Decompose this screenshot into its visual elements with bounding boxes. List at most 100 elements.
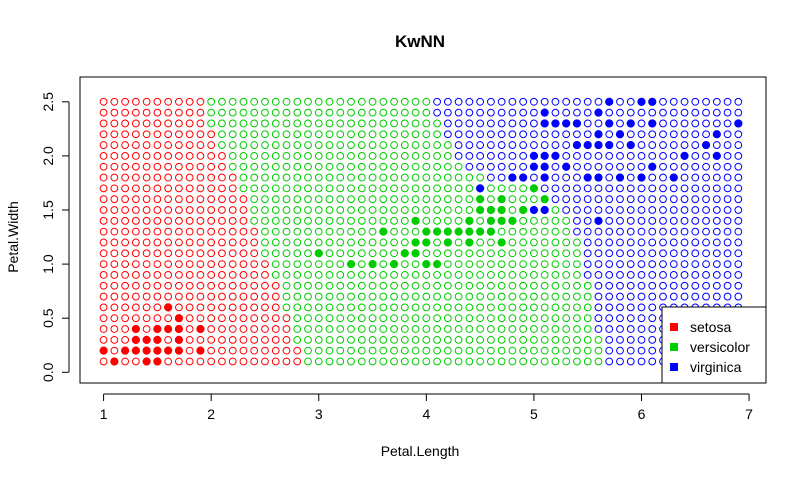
grid-point (99, 97, 108, 106)
grid-point (357, 195, 366, 204)
legend-label-setosa: setosa (690, 319, 731, 335)
grid-point (390, 195, 398, 204)
grid-point (175, 195, 183, 204)
grid-point (616, 335, 624, 344)
data-point-versicolor (529, 184, 539, 193)
grid-point (261, 357, 269, 366)
grid-point (121, 162, 130, 171)
grid-point (433, 97, 442, 106)
grid-point (411, 281, 420, 290)
grid-point (454, 281, 463, 290)
grid-point (519, 281, 528, 290)
grid-point (110, 325, 119, 333)
grid-point (304, 335, 312, 344)
grid-point (540, 357, 549, 366)
grid-point (185, 97, 194, 106)
grid-point (551, 346, 560, 355)
grid-point (691, 184, 700, 193)
grid-point (379, 249, 388, 258)
grid-point (465, 184, 474, 193)
grid-point (530, 357, 538, 366)
grid-point (131, 195, 140, 204)
grid-point (702, 227, 710, 236)
grid-point (573, 292, 581, 301)
grid-point (390, 184, 398, 193)
grid-point (594, 292, 603, 301)
grid-point (616, 119, 624, 128)
grid-point (368, 346, 377, 355)
grid-point (734, 260, 743, 269)
grid-point (131, 357, 140, 366)
grid-point (357, 108, 366, 117)
grid-point (379, 216, 388, 225)
grid-point (121, 325, 130, 333)
grid-point (712, 216, 721, 225)
grid-point (239, 119, 248, 128)
grid-point (164, 184, 173, 193)
grid-point (207, 281, 216, 290)
grid-point (228, 152, 237, 160)
grid-point (573, 206, 581, 214)
grid-point (411, 162, 420, 171)
grid-point (314, 325, 323, 333)
grid-point (648, 173, 657, 182)
grid-point (293, 314, 302, 323)
grid-point (465, 357, 474, 366)
grid-point (368, 141, 377, 149)
grid-point (411, 303, 420, 312)
grid-point (314, 335, 323, 344)
grid-point (734, 292, 743, 301)
grid-point (551, 195, 560, 204)
grid-point (433, 195, 442, 204)
grid-point (476, 173, 485, 182)
x-tick-label: 4 (422, 406, 430, 422)
grid-point (519, 238, 528, 247)
grid-point (454, 141, 463, 149)
grid-point (357, 325, 366, 333)
grid-point (261, 184, 269, 193)
grid-point (336, 184, 345, 193)
data-point-virginica (529, 151, 539, 160)
grid-point (723, 152, 732, 160)
grid-point (562, 238, 571, 247)
grid-point (562, 216, 571, 225)
grid-point (218, 195, 226, 204)
grid-point (357, 357, 366, 366)
grid-point (357, 303, 366, 312)
grid-point (616, 292, 624, 301)
grid-point (465, 303, 474, 312)
grid-point (185, 303, 194, 312)
grid-point (153, 173, 162, 182)
grid-point (207, 325, 216, 333)
grid-point (110, 335, 119, 344)
grid-point (175, 303, 183, 312)
grid-point (530, 173, 538, 182)
grid-point (110, 108, 119, 117)
grid-point (433, 173, 442, 182)
grid-point (551, 249, 560, 258)
grid-point (293, 152, 302, 160)
grid-point (185, 292, 194, 301)
grid-point (239, 227, 248, 236)
grid-point (175, 97, 183, 106)
grid-point (659, 119, 667, 128)
grid-point (530, 108, 538, 117)
grid-point (680, 184, 689, 193)
data-point-virginica (637, 97, 646, 106)
grid-point (121, 292, 130, 301)
grid-point (304, 238, 312, 247)
data-point-versicolor (454, 227, 463, 236)
grid-point (228, 130, 237, 139)
grid-point (712, 206, 721, 214)
grid-point (314, 303, 323, 312)
grid-point (659, 216, 667, 225)
grid-point (626, 271, 635, 279)
grid-point (218, 314, 226, 323)
grid-point (659, 108, 667, 117)
grid-point (228, 292, 237, 301)
grid-point (433, 357, 442, 366)
grid-point (616, 281, 624, 290)
data-point-versicolor (476, 195, 485, 204)
grid-point (648, 227, 657, 236)
grid-point (261, 314, 269, 323)
